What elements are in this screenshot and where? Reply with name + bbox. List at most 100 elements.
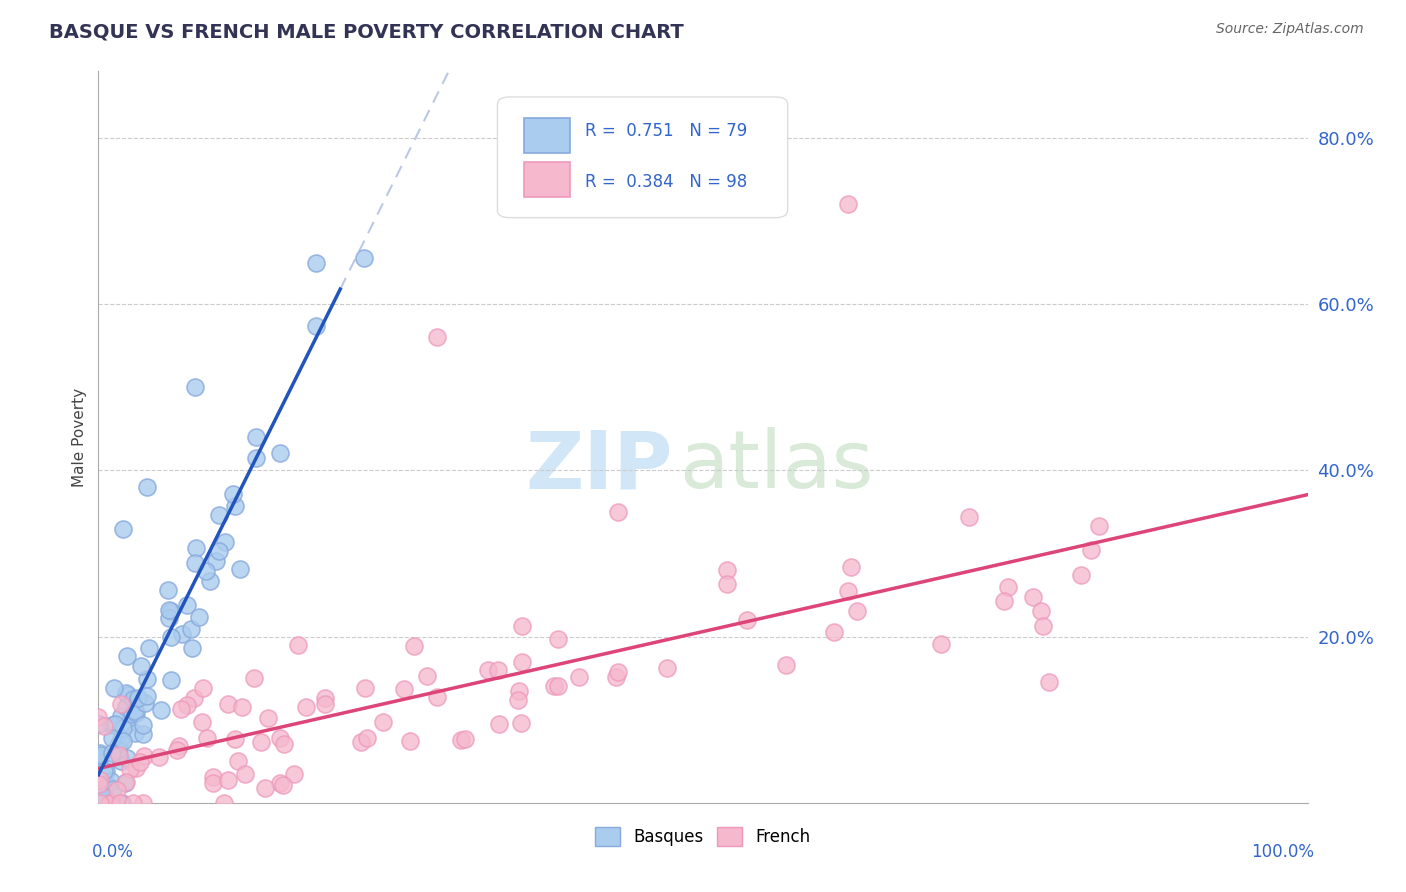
Point — [273, 737, 295, 751]
Point — [157, 602, 180, 616]
Point — [115, 686, 138, 700]
Point — [94, 764, 117, 778]
Point — [122, 692, 145, 706]
Point — [716, 576, 738, 591]
Point — [101, 717, 124, 731]
Point — [87, 751, 110, 765]
Point — [160, 604, 183, 618]
Point — [350, 735, 373, 749]
Point — [245, 430, 267, 444]
Point — [114, 776, 136, 790]
Point — [110, 731, 132, 746]
Point — [195, 731, 218, 746]
Text: R =  0.751   N = 79: R = 0.751 N = 79 — [585, 121, 747, 140]
Point — [98, 796, 121, 810]
Point — [997, 580, 1019, 594]
Point — [110, 754, 132, 768]
Point — [194, 564, 217, 578]
Point — [1070, 567, 1092, 582]
Text: BASQUE VS FRENCH MALE POVERTY CORRELATION CHART: BASQUE VS FRENCH MALE POVERTY CORRELATIO… — [49, 22, 683, 41]
Point — [204, 554, 226, 568]
Point — [104, 717, 127, 731]
Point — [176, 598, 198, 612]
Point — [111, 521, 134, 535]
Point — [222, 487, 245, 501]
Point — [229, 561, 252, 575]
Point — [117, 689, 139, 703]
Point — [132, 718, 155, 732]
Point — [89, 747, 111, 761]
Point — [607, 505, 630, 519]
Point — [208, 508, 231, 522]
Point — [129, 659, 152, 673]
Point — [202, 770, 225, 784]
Point — [655, 661, 678, 675]
FancyBboxPatch shape — [524, 118, 569, 153]
Point — [510, 655, 533, 669]
Point — [111, 721, 134, 735]
Point — [108, 748, 131, 763]
Point — [245, 451, 267, 466]
Point — [454, 731, 477, 746]
Point — [188, 610, 211, 624]
Point — [190, 715, 212, 730]
Point — [89, 777, 111, 791]
Point — [1032, 619, 1054, 633]
Point — [271, 778, 294, 792]
Point — [111, 734, 134, 748]
Point — [226, 755, 249, 769]
Point — [305, 318, 328, 333]
Point — [353, 681, 375, 695]
Point — [547, 679, 569, 693]
Point — [224, 499, 246, 513]
Point — [845, 604, 868, 618]
Point — [160, 673, 183, 688]
Point — [510, 619, 533, 633]
Point — [269, 446, 291, 460]
Point — [122, 796, 145, 810]
Point — [110, 709, 132, 723]
Text: Source: ZipAtlas.com: Source: ZipAtlas.com — [1216, 22, 1364, 37]
Point — [90, 796, 112, 810]
Point — [716, 563, 738, 577]
Point — [176, 698, 198, 713]
Point — [111, 796, 134, 810]
Point — [183, 691, 205, 706]
Point — [124, 726, 146, 740]
Point — [314, 690, 336, 705]
Point — [217, 697, 239, 711]
Point — [191, 681, 214, 696]
Point — [257, 711, 280, 725]
Point — [269, 775, 291, 789]
Point — [224, 731, 246, 746]
Point — [87, 710, 110, 724]
Point — [115, 699, 138, 714]
Text: ZIP: ZIP — [526, 427, 672, 506]
Point — [1038, 675, 1060, 690]
Point — [450, 732, 472, 747]
Point — [91, 789, 114, 803]
Point — [101, 731, 124, 746]
Point — [148, 750, 170, 764]
Point — [488, 716, 510, 731]
Point — [114, 775, 136, 789]
Point — [186, 541, 208, 555]
Point — [87, 717, 110, 731]
Point — [568, 670, 591, 684]
Point — [508, 684, 530, 698]
Point — [90, 748, 112, 763]
Point — [180, 622, 202, 636]
Point — [353, 251, 375, 265]
Point — [957, 510, 980, 524]
Point — [166, 743, 188, 757]
Point — [127, 690, 149, 705]
Point — [134, 749, 156, 764]
Point — [128, 756, 150, 770]
Point — [120, 762, 142, 776]
Point — [117, 715, 139, 730]
Point — [124, 706, 146, 721]
Point — [214, 535, 236, 549]
Point — [253, 780, 276, 795]
Point — [167, 739, 190, 754]
Point — [93, 719, 115, 733]
